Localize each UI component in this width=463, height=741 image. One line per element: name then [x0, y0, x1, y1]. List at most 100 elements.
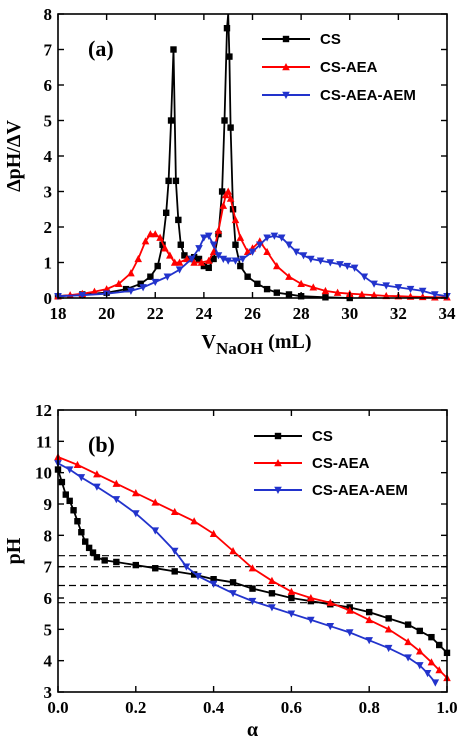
data-point	[224, 257, 232, 265]
data-point	[74, 518, 81, 525]
data-point	[187, 255, 196, 263]
x-axis-label: VNaOH (mL)	[201, 331, 311, 358]
y-tick-label: 6	[44, 589, 53, 608]
data-point	[427, 658, 436, 666]
data-point	[263, 247, 271, 256]
data-point	[200, 234, 208, 242]
data-point	[190, 517, 198, 525]
data-point	[62, 491, 69, 498]
data-point	[224, 187, 232, 195]
y-tick-label: 5	[44, 112, 53, 131]
x-tick-label: 0.4	[203, 698, 225, 717]
data-point	[147, 273, 154, 280]
data-point	[65, 466, 74, 474]
data-point	[89, 549, 97, 556]
data-point	[384, 625, 393, 633]
data-point	[132, 561, 139, 569]
data-point	[321, 286, 330, 295]
data-point	[152, 565, 159, 572]
data-point	[307, 616, 315, 624]
data-point	[101, 557, 108, 564]
data-point	[210, 255, 217, 263]
data-point	[423, 670, 432, 678]
data-point	[336, 261, 344, 269]
data-point	[370, 280, 378, 288]
data-point	[139, 284, 147, 292]
data-point	[156, 233, 164, 241]
data-point	[209, 241, 218, 249]
data-point	[171, 568, 178, 575]
data-point	[78, 291, 87, 300]
data-point	[333, 288, 342, 296]
data-point	[182, 563, 191, 571]
data-point	[170, 258, 179, 266]
data-point	[292, 248, 301, 256]
data-point	[167, 117, 175, 124]
series-cs-aea-aem	[54, 460, 440, 687]
data-point	[161, 244, 169, 252]
data-point	[218, 188, 226, 195]
legend: CS CS-AEA CS-AEA-AEM	[254, 428, 408, 499]
data-point	[237, 262, 244, 270]
x-tick-label: 22	[147, 304, 164, 323]
data-point	[112, 496, 121, 504]
data-point	[165, 177, 172, 185]
y-tick-label: 6	[44, 76, 53, 95]
data-point	[163, 273, 172, 281]
plot-frame	[57, 409, 448, 693]
data-point	[102, 285, 111, 293]
data-point	[162, 209, 170, 216]
data-point	[177, 241, 184, 248]
data-point	[73, 460, 82, 469]
data-point	[210, 576, 217, 583]
data-point	[384, 644, 393, 653]
y-tick-label: 11	[36, 432, 52, 451]
data-point	[248, 597, 257, 606]
data-point	[175, 258, 184, 266]
data-point	[214, 226, 223, 234]
data-point	[268, 604, 276, 612]
legend-marker	[282, 35, 290, 43]
x-tick-label: 1.0	[436, 698, 457, 717]
x-tick-label: 24	[195, 304, 213, 323]
data-point	[127, 269, 135, 277]
y-tick-label: 8	[44, 5, 53, 24]
data-point	[77, 474, 86, 482]
data-point	[93, 470, 101, 478]
y-tick-label: 12	[35, 401, 52, 420]
legend-label: CS-AEA	[320, 59, 378, 76]
y-tick-label: 7	[44, 558, 53, 577]
x-tick-label: 30	[341, 304, 358, 323]
data-point	[436, 641, 443, 649]
data-point	[273, 262, 281, 270]
legend-marker	[274, 486, 282, 494]
data-point	[190, 571, 198, 578]
data-point	[236, 233, 245, 241]
data-point	[127, 287, 135, 295]
series-cs-aea	[54, 187, 451, 301]
y-tick-label: 4	[44, 652, 53, 671]
data-point	[394, 284, 403, 292]
panel-label: (b)	[88, 432, 115, 457]
data-point	[428, 633, 435, 641]
y-tick-label: 8	[44, 526, 53, 545]
data-point	[404, 637, 412, 646]
legend-label: CS-AEA-AEM	[320, 87, 416, 104]
data-point	[229, 547, 237, 555]
data-point	[345, 629, 354, 637]
data-point	[58, 478, 66, 486]
data-point	[226, 194, 235, 202]
data-point	[255, 241, 264, 249]
data-point	[132, 510, 140, 518]
y-tick-label: 5	[44, 620, 53, 639]
data-point	[205, 264, 212, 272]
legend-marker	[274, 459, 282, 467]
legend-marker	[274, 432, 282, 440]
series-cs-aea-aem	[54, 232, 451, 301]
data-point	[85, 544, 93, 552]
data-point	[151, 278, 160, 287]
data-point	[195, 245, 203, 253]
data-point	[285, 291, 293, 298]
data-point	[186, 255, 193, 263]
data-point	[70, 507, 77, 514]
